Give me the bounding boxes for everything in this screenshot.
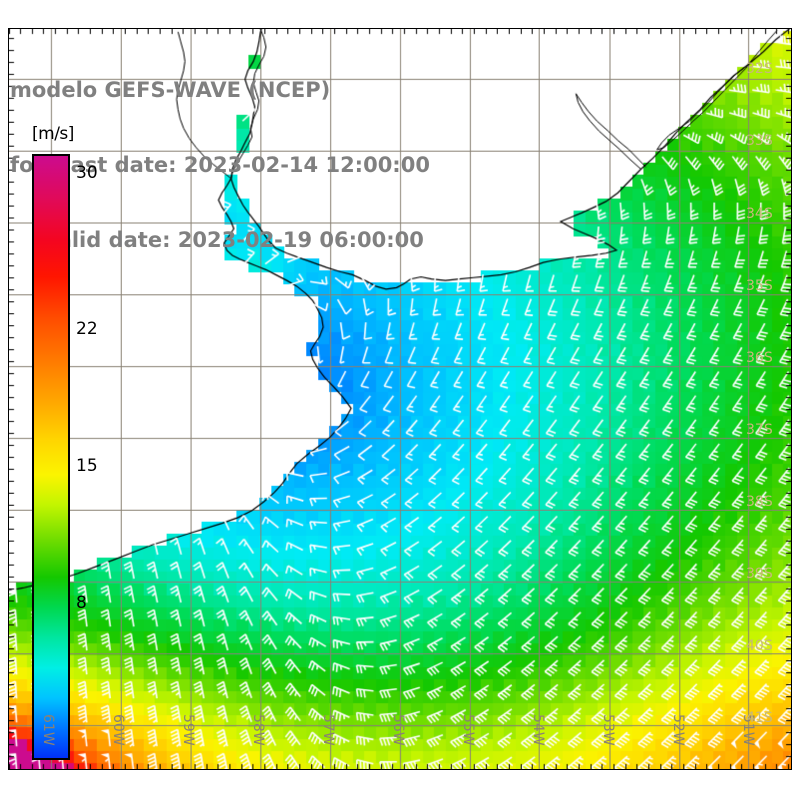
colorbar-tick-8: 8 <box>76 592 87 613</box>
colorbar-units-label: [m/s] <box>32 124 74 144</box>
colorbar-gradient <box>32 154 70 760</box>
colorbar-tick-15: 15 <box>76 455 98 476</box>
wind-speed-field-canvas <box>9 29 791 769</box>
colorbar: [m/s] 30 22 15 8 <box>30 124 120 770</box>
colorbar-tick-30: 30 <box>76 162 98 183</box>
colorbar-tick-22: 22 <box>76 318 98 339</box>
map-plot-area <box>8 28 792 770</box>
